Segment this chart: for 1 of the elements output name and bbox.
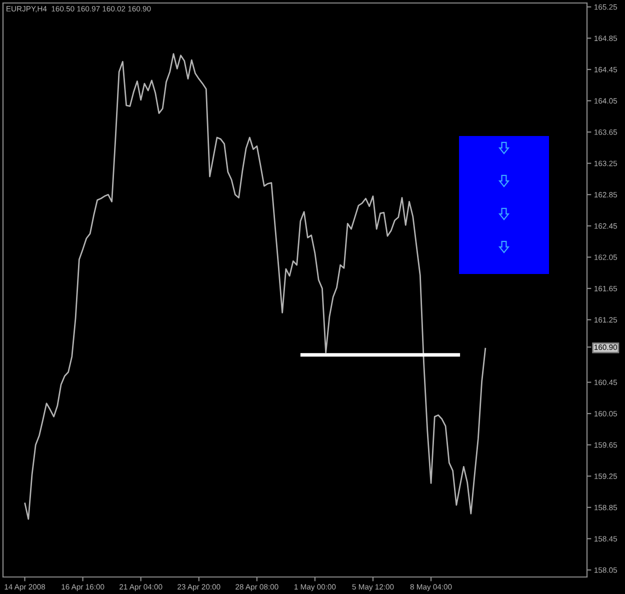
line-series [24,53,486,520]
